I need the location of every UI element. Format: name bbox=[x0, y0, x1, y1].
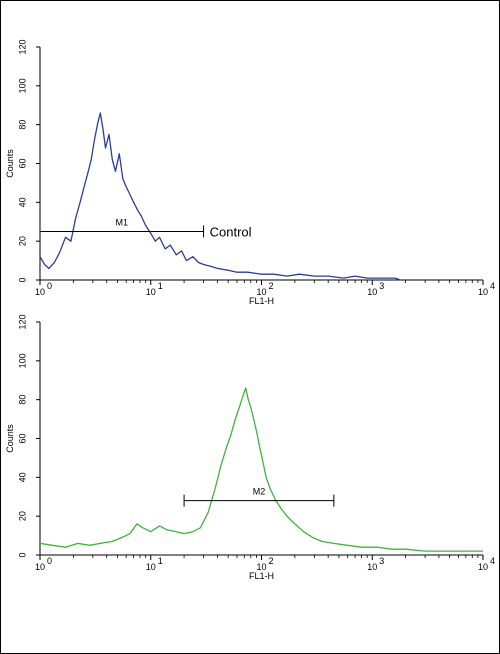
x-tick-label: 10 bbox=[256, 287, 266, 297]
x-tick-label: 10 bbox=[478, 562, 488, 572]
x-tick-exponent: 2 bbox=[269, 556, 274, 566]
x-tick-exponent: 4 bbox=[490, 281, 495, 291]
y-tick-label: 40 bbox=[17, 472, 27, 482]
y-tick-label: 80 bbox=[17, 395, 27, 405]
x-tick-exponent: 4 bbox=[490, 556, 495, 566]
histogram-trace bbox=[39, 112, 401, 281]
x-tick-exponent: 1 bbox=[158, 281, 163, 291]
x-tick-exponent: 0 bbox=[47, 556, 52, 566]
histogram-trace bbox=[39, 387, 483, 552]
gate-label: M1 bbox=[116, 217, 129, 227]
x-tick-exponent: 3 bbox=[379, 556, 384, 566]
y-tick-label: 20 bbox=[17, 511, 27, 521]
y-tick-label: 100 bbox=[17, 78, 27, 93]
x-tick-exponent: 1 bbox=[158, 556, 163, 566]
x-tick-exponent: 3 bbox=[379, 281, 384, 291]
x-tick-exponent: 2 bbox=[269, 281, 274, 291]
y-axis-title: Counts bbox=[5, 424, 15, 453]
x-tick-label: 10 bbox=[146, 562, 156, 572]
x-tick-exponent: 0 bbox=[47, 281, 52, 291]
x-tick-label: 10 bbox=[35, 562, 45, 572]
y-tick-label: 60 bbox=[17, 433, 27, 443]
y-tick-label: 20 bbox=[17, 236, 27, 246]
x-tick-label: 10 bbox=[256, 562, 266, 572]
y-tick-label: 100 bbox=[17, 353, 27, 368]
x-tick-label: 10 bbox=[478, 287, 488, 297]
y-axis-title: Counts bbox=[5, 149, 15, 178]
x-tick-label: 10 bbox=[367, 562, 377, 572]
y-tick-label: 60 bbox=[17, 158, 27, 168]
y-tick-label: 0 bbox=[17, 552, 27, 557]
y-tick-label: 0 bbox=[17, 277, 27, 282]
sample-histogram-panel: 020406080100120100101102103104FL1-HCount… bbox=[5, 314, 495, 581]
y-tick-label: 40 bbox=[17, 197, 27, 207]
control-histogram-panel: 020406080100120100101102103104FL1-HCount… bbox=[5, 39, 495, 306]
x-tick-label: 10 bbox=[367, 287, 377, 297]
annotation-text: Control bbox=[210, 224, 252, 239]
x-tick-label: 10 bbox=[35, 287, 45, 297]
x-axis-title: FL1-H bbox=[249, 296, 274, 306]
y-tick-label: 120 bbox=[17, 39, 27, 54]
y-tick-label: 120 bbox=[17, 314, 27, 329]
gate-label: M2 bbox=[253, 487, 266, 497]
x-axis-title: FL1-H bbox=[249, 571, 274, 581]
y-tick-label: 80 bbox=[17, 120, 27, 130]
x-tick-label: 10 bbox=[146, 287, 156, 297]
